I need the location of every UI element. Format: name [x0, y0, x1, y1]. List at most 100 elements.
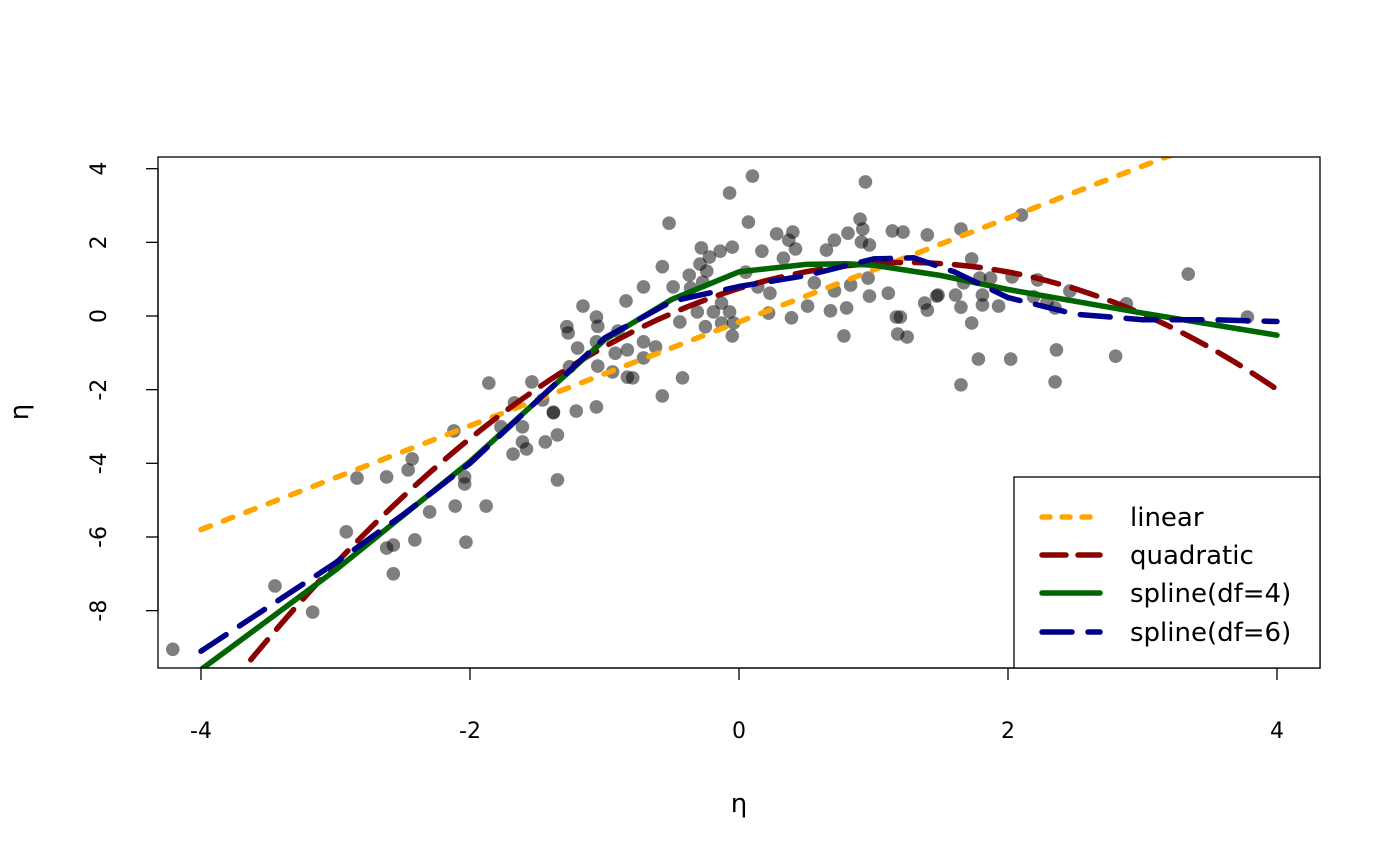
- data-point: [699, 264, 714, 278]
- data-point: [636, 334, 651, 349]
- data-point: [662, 216, 676, 230]
- y-axis: -8 -6 -4 -2 0 2 4: [87, 162, 159, 622]
- y-tick-label: -2: [87, 379, 112, 401]
- data-point: [666, 280, 680, 294]
- x-tick-label: 0: [732, 719, 746, 744]
- data-point: [589, 400, 604, 414]
- data-point: [725, 329, 740, 343]
- data-point: [858, 175, 873, 189]
- data-point: [885, 224, 900, 238]
- data-point: [459, 535, 473, 549]
- data-point: [841, 226, 855, 240]
- y-tick-label: 0: [87, 309, 112, 323]
- data-point: [1049, 343, 1064, 357]
- data-point: [991, 299, 1006, 313]
- data-point: [722, 186, 737, 200]
- data-point: [550, 473, 565, 487]
- data-point: [819, 243, 834, 257]
- data-point: [881, 286, 896, 300]
- data-point: [506, 447, 520, 461]
- x-tick-label: 4: [1270, 719, 1284, 744]
- data-point: [893, 310, 908, 324]
- data-point: [479, 499, 493, 513]
- data-point: [698, 319, 713, 334]
- x-tick-label: 2: [1001, 719, 1015, 744]
- data-point: [589, 310, 604, 324]
- data-point: [1048, 375, 1062, 389]
- data-point: [931, 288, 945, 302]
- data-point: [807, 276, 822, 290]
- data-point: [482, 376, 496, 390]
- legend-label: spline(df=6): [1130, 618, 1291, 648]
- data-point: [745, 169, 760, 183]
- data-point: [839, 301, 854, 315]
- data-point: [843, 278, 858, 292]
- data-point: [165, 642, 180, 657]
- data-point: [519, 442, 534, 456]
- data-point: [570, 341, 585, 355]
- data-point: [862, 238, 877, 252]
- data-point: [948, 288, 963, 302]
- x-axis-label: η: [731, 789, 747, 819]
- data-point: [983, 271, 998, 285]
- series-line-spline-df-6-: [198, 255, 1280, 654]
- data-point: [714, 296, 729, 310]
- data-point: [784, 311, 799, 325]
- data-point: [726, 316, 741, 330]
- x-tick-label: -4: [190, 719, 212, 744]
- data-point: [339, 525, 354, 539]
- data-point: [827, 233, 842, 247]
- data-point: [620, 370, 635, 384]
- data-point: [896, 225, 910, 239]
- y-tick-label: 4: [87, 162, 112, 176]
- data-point: [619, 294, 633, 308]
- data-point: [1014, 208, 1029, 222]
- data-point: [655, 389, 670, 403]
- data-point: [538, 435, 553, 449]
- data-point: [975, 288, 990, 302]
- data-point: [561, 326, 575, 340]
- data-point: [608, 346, 623, 360]
- data-point: [636, 351, 651, 365]
- data-point: [788, 242, 803, 256]
- data-point: [576, 299, 590, 313]
- data-point: [620, 343, 635, 357]
- data-point: [379, 470, 394, 484]
- data-point: [837, 329, 851, 343]
- data-point: [769, 227, 784, 241]
- data-point: [920, 303, 935, 317]
- data-point: [550, 428, 565, 442]
- data-point: [386, 538, 401, 552]
- y-axis-label: η: [5, 404, 35, 420]
- data-point: [954, 300, 968, 314]
- data-point: [386, 567, 401, 581]
- data-point: [655, 259, 670, 274]
- data-point: [1108, 349, 1123, 363]
- data-point: [457, 477, 472, 491]
- y-tick-label: -4: [87, 452, 112, 474]
- data-point: [763, 286, 777, 300]
- y-tick-label: -6: [87, 526, 112, 548]
- data-point: [675, 371, 690, 385]
- series-line-linear: [198, 157, 1174, 533]
- data-point: [690, 305, 705, 319]
- data-point: [525, 375, 539, 389]
- x-tick-label: -2: [459, 719, 481, 744]
- data-point: [1003, 352, 1018, 366]
- fit-lines: [198, 157, 1280, 668]
- data-point: [706, 305, 721, 319]
- data-point: [964, 252, 979, 266]
- data-point: [268, 579, 282, 593]
- scatter-points: [165, 169, 1255, 657]
- data-point: [448, 499, 463, 513]
- data-point: [755, 244, 769, 258]
- y-tick-label: -8: [87, 600, 112, 622]
- data-point: [954, 378, 968, 392]
- data-point: [862, 289, 877, 303]
- legend-label: linear: [1130, 503, 1204, 533]
- data-point: [725, 240, 740, 254]
- legend-label: quadratic: [1130, 541, 1254, 571]
- data-point: [682, 268, 697, 282]
- data-point: [401, 463, 415, 477]
- data-point: [422, 505, 437, 519]
